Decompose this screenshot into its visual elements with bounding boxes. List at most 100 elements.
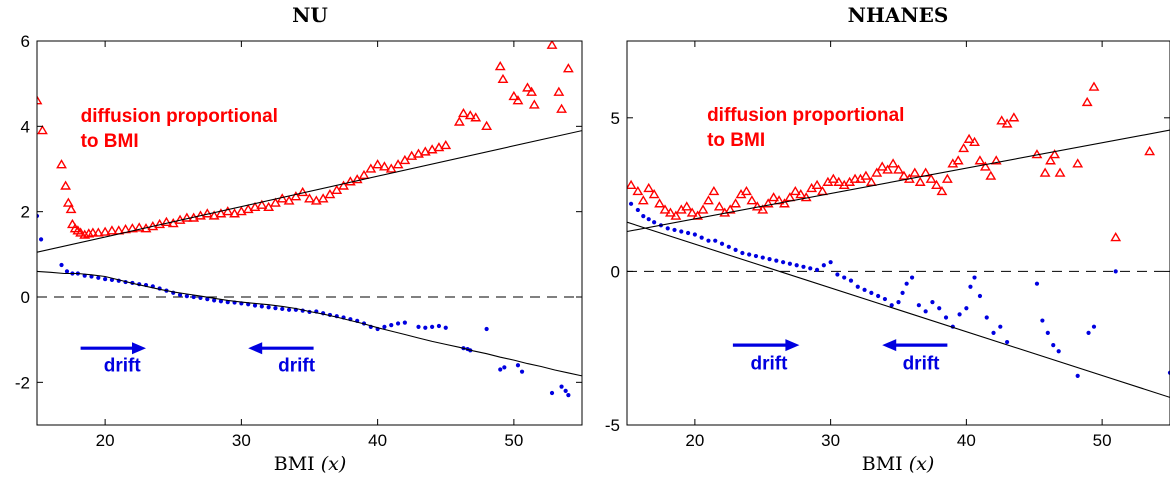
drift-point: [416, 324, 421, 329]
diffusion-point: [406, 150, 418, 160]
diffusion-point: [670, 210, 682, 220]
diffusion-point: [768, 192, 780, 202]
drift-point: [968, 284, 973, 289]
drift-point: [998, 324, 1003, 329]
drift-point: [37, 213, 40, 219]
diffusion-point: [1072, 158, 1084, 168]
y-tick-label: 5: [611, 109, 620, 128]
diffusion-point: [464, 110, 476, 120]
drift-point: [519, 369, 525, 374]
diffusion-point: [703, 195, 714, 205]
diffusion-point: [692, 210, 704, 220]
plot-area: [37, 41, 582, 398]
drift-arrow-right: [732, 339, 800, 352]
diffusion-point: [708, 185, 720, 196]
diffusion-point: [936, 185, 948, 196]
diffusion-point: [746, 195, 758, 205]
drift-fit-line: [37, 270, 582, 377]
y-tick-label: 6: [21, 32, 30, 51]
diffusion-fit-line: [37, 130, 582, 253]
drift-point: [767, 257, 772, 262]
drift-point: [1113, 269, 1118, 274]
diffusion-point: [235, 206, 247, 216]
drift-point: [218, 299, 224, 304]
x-axis-label: BMI (x): [274, 453, 347, 475]
y-tick-label: 4: [21, 117, 30, 136]
chart-nhanes: NHANES 20 30 40 50 -5 0 5 BMI (x) diffusion pr…: [605, 3, 1170, 475]
drift-fit-line: [627, 221, 1170, 398]
chart-title: NHANES: [848, 3, 949, 27]
drift-point: [808, 266, 813, 271]
y-tick-label: -2: [15, 373, 30, 392]
x-axis-label-variable: (x): [909, 453, 935, 475]
drift-point: [726, 244, 731, 249]
drift-point: [685, 230, 691, 236]
x-axis-label-variable: (x): [321, 453, 347, 475]
drift-point: [559, 384, 564, 389]
drift-point: [957, 312, 962, 317]
x-tick-label: 20: [96, 431, 115, 450]
drift-point: [855, 284, 860, 289]
diffusion-point: [898, 170, 910, 180]
drift-point: [563, 388, 568, 393]
diffusion-point: [419, 146, 431, 156]
diffusion-point: [1045, 155, 1056, 165]
diffusion-point: [92, 227, 104, 237]
diffusion-point: [941, 173, 953, 183]
annotations: diffusion proportional to BMI drift drift: [707, 105, 948, 375]
diffusion-point: [800, 192, 812, 202]
drift-point: [984, 315, 989, 320]
diffusion-point: [494, 61, 506, 71]
diffusion-point: [713, 201, 725, 211]
drift-point: [781, 260, 786, 265]
drift-point: [760, 255, 765, 260]
diffusion-point: [433, 142, 445, 152]
drift-point: [733, 247, 738, 252]
drift-point: [273, 305, 278, 311]
diffusion-point: [37, 125, 48, 135]
diffusion-point: [779, 198, 790, 208]
drift-point: [972, 275, 977, 280]
diffusion-point: [860, 170, 872, 180]
drift-point: [646, 217, 651, 222]
drift-point: [672, 227, 677, 233]
axis-ticks: 20 30 40 50 -2 0 2 4 6: [15, 32, 582, 450]
drift-point: [699, 235, 704, 240]
diffusion-point: [871, 167, 883, 177]
drift-arrow-right: [80, 342, 146, 355]
x-tick-label: 40: [957, 431, 976, 450]
diffusion-point: [632, 185, 644, 196]
diffusion-point: [952, 155, 964, 165]
drift-point: [787, 261, 793, 266]
diffusion-point: [811, 179, 823, 190]
drift-point: [692, 232, 697, 237]
drift-point: [436, 323, 442, 329]
diffusion-point: [344, 176, 356, 186]
diffusion-point: [681, 201, 693, 211]
diffusion-point: [249, 201, 261, 212]
x-axis-label-text: BMI: [862, 453, 903, 475]
drift-point: [652, 220, 657, 225]
axis-ticks: 20 30 40 50 -5 0 5: [605, 41, 1170, 450]
drift-point: [862, 287, 867, 292]
diffusion-point: [453, 116, 465, 126]
diffusion-point: [37, 95, 43, 105]
diffusion-point: [665, 207, 676, 217]
diffusion-point: [757, 204, 769, 214]
diffusion-point: [1008, 112, 1020, 122]
drift-point: [635, 207, 640, 213]
x-axis-label-text: BMI: [274, 453, 315, 475]
diffusion-point: [553, 86, 565, 96]
diffusion-point: [133, 222, 145, 232]
drift-point: [900, 290, 905, 296]
diffusion-point: [686, 207, 698, 217]
diffusion-point: [773, 195, 785, 205]
diffusion-point: [161, 216, 172, 226]
drift-point: [498, 367, 503, 372]
diffusion-point: [481, 120, 493, 130]
diffusion-point: [79, 229, 91, 239]
diffusion-point: [458, 107, 469, 118]
drift-point: [38, 237, 44, 242]
drift-point: [103, 276, 108, 282]
chart-nu: NU 20 30 40 50 -2 0 2 4 6 BMI (x) diffusion prop…: [15, 3, 583, 475]
